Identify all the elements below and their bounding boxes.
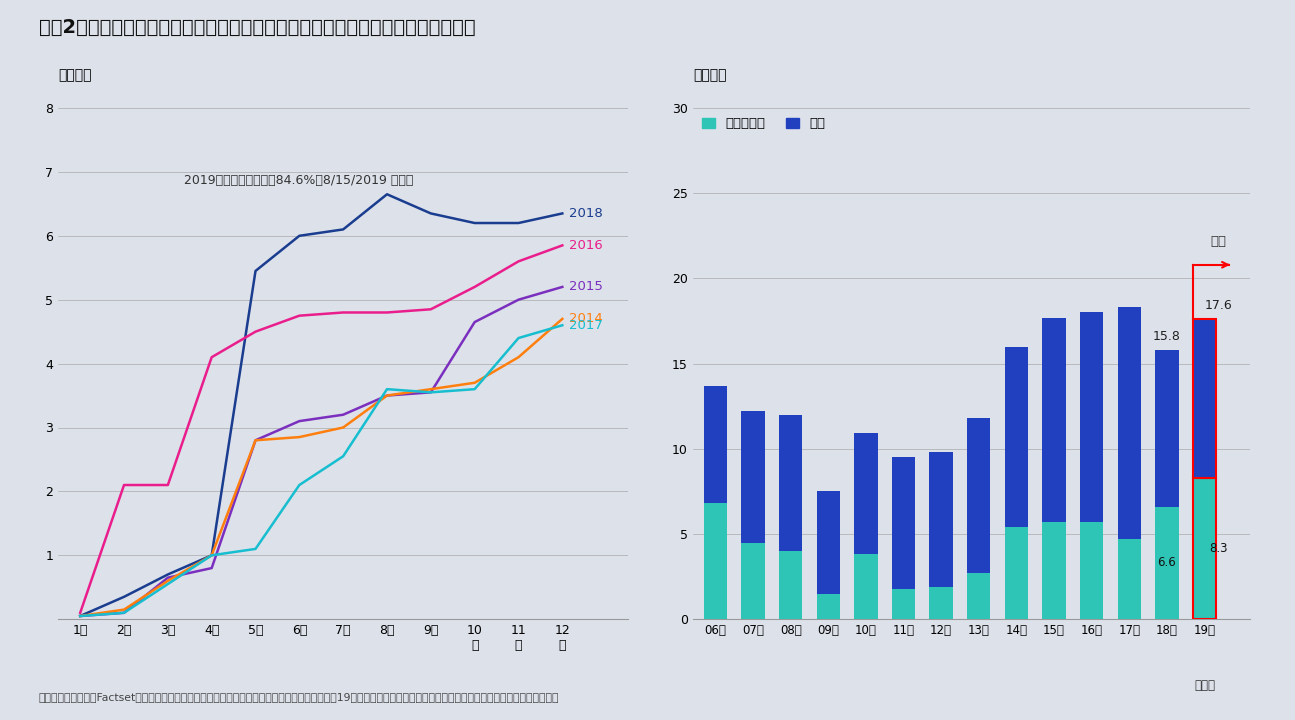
Bar <box>1080 312 1103 522</box>
Bar <box>741 411 764 543</box>
Text: 2017: 2017 <box>569 319 602 332</box>
Bar <box>967 573 991 619</box>
Text: （予）: （予） <box>1194 679 1215 692</box>
Bar <box>1155 350 1178 507</box>
Bar <box>930 587 953 619</box>
Bar <box>1042 522 1066 619</box>
Bar <box>1193 319 1216 478</box>
Bar <box>1155 507 1178 619</box>
Bar <box>1118 307 1141 539</box>
Text: 2015: 2015 <box>569 280 602 294</box>
Legend: 自社株取得, 配当: 自社株取得, 配当 <box>697 112 830 135</box>
Text: 15.8: 15.8 <box>1153 330 1181 343</box>
Text: 17.6: 17.6 <box>1204 300 1233 312</box>
Text: 8.3: 8.3 <box>1210 542 1228 555</box>
Text: 予想: 予想 <box>1211 235 1226 248</box>
Text: 図表2：上場企業の自社株取得枠上限決議枠（左図）と株主還元額の推移（右図）: 図表2：上場企業の自社株取得枠上限決議枠（左図）と株主還元額の推移（右図） <box>39 18 475 37</box>
Bar <box>892 588 916 619</box>
Text: 2018: 2018 <box>569 207 602 220</box>
Bar <box>967 418 991 573</box>
Text: 6.6: 6.6 <box>1158 557 1176 570</box>
Bar <box>817 491 840 593</box>
Text: 2016: 2016 <box>569 239 602 252</box>
Bar <box>1042 318 1066 522</box>
Bar <box>855 433 878 554</box>
Bar <box>780 551 803 619</box>
Bar <box>1118 539 1141 619</box>
Text: 2019暦年（前年比）：84.6%（8/15/2019 時点）: 2019暦年（前年比）：84.6%（8/15/2019 時点） <box>184 174 413 187</box>
Bar <box>930 452 953 587</box>
Text: （兆円）: （兆円） <box>58 68 92 83</box>
Bar <box>1080 522 1103 619</box>
Text: 出所：会社データ、Factset、日経バリューサーチ、ゴールドマン・サックス証券。株主還元額の19年予想は、ゴールドマン・サックス証券グローバル投資調査部による: 出所：会社データ、Factset、日経バリューサーチ、ゴールドマン・サックス証券… <box>39 692 559 702</box>
Bar <box>855 554 878 619</box>
Bar <box>892 457 916 588</box>
Text: （兆円）: （兆円） <box>693 68 726 83</box>
Bar <box>741 543 764 619</box>
Text: 2014: 2014 <box>569 312 602 325</box>
Bar <box>817 593 840 619</box>
Bar <box>1193 478 1216 619</box>
Bar <box>1005 346 1028 527</box>
Bar <box>1005 527 1028 619</box>
Bar <box>703 503 726 619</box>
Bar <box>780 415 803 551</box>
Bar <box>703 386 726 503</box>
